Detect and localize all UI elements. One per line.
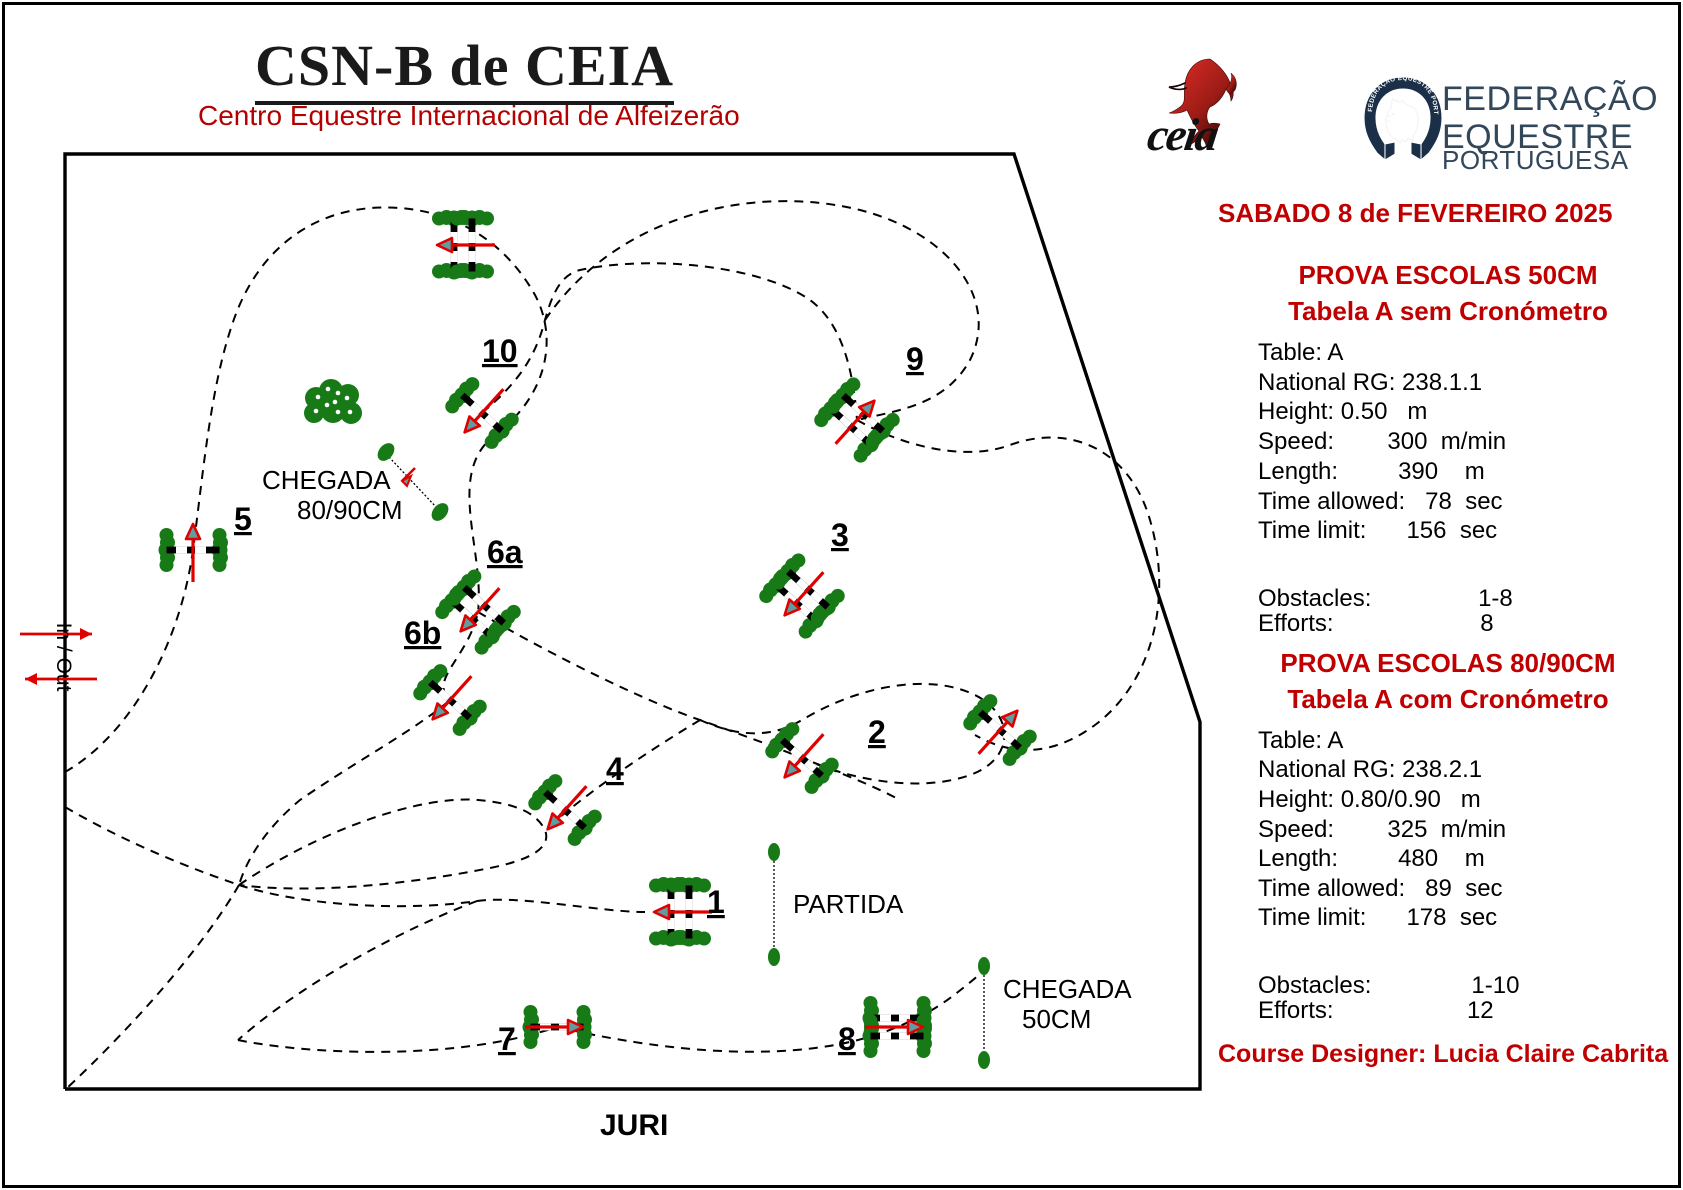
svg-text:9: 9 [906, 341, 924, 377]
svg-text:7: 7 [498, 1021, 516, 1057]
svg-text:CHEGADA: CHEGADA [262, 465, 391, 495]
svg-text:5: 5 [234, 501, 252, 537]
svg-text:8: 8 [838, 1021, 856, 1057]
svg-text:50CM: 50CM [1022, 1004, 1091, 1034]
svg-text:4: 4 [606, 751, 624, 787]
svg-text:PARTIDA: PARTIDA [793, 889, 904, 919]
svg-text:6a: 6a [487, 534, 523, 570]
svg-text:80/90CM: 80/90CM [297, 495, 403, 525]
svg-text:JURI: JURI [600, 1109, 668, 1142]
svg-text:3: 3 [831, 517, 849, 553]
svg-text:CHEGADA: CHEGADA [1003, 974, 1132, 1004]
svg-text:1: 1 [707, 884, 725, 920]
svg-text:In / Out: In / Out [52, 623, 75, 692]
svg-text:10: 10 [482, 333, 518, 369]
svg-text:6b: 6b [404, 615, 441, 651]
svg-text:2: 2 [868, 714, 886, 750]
